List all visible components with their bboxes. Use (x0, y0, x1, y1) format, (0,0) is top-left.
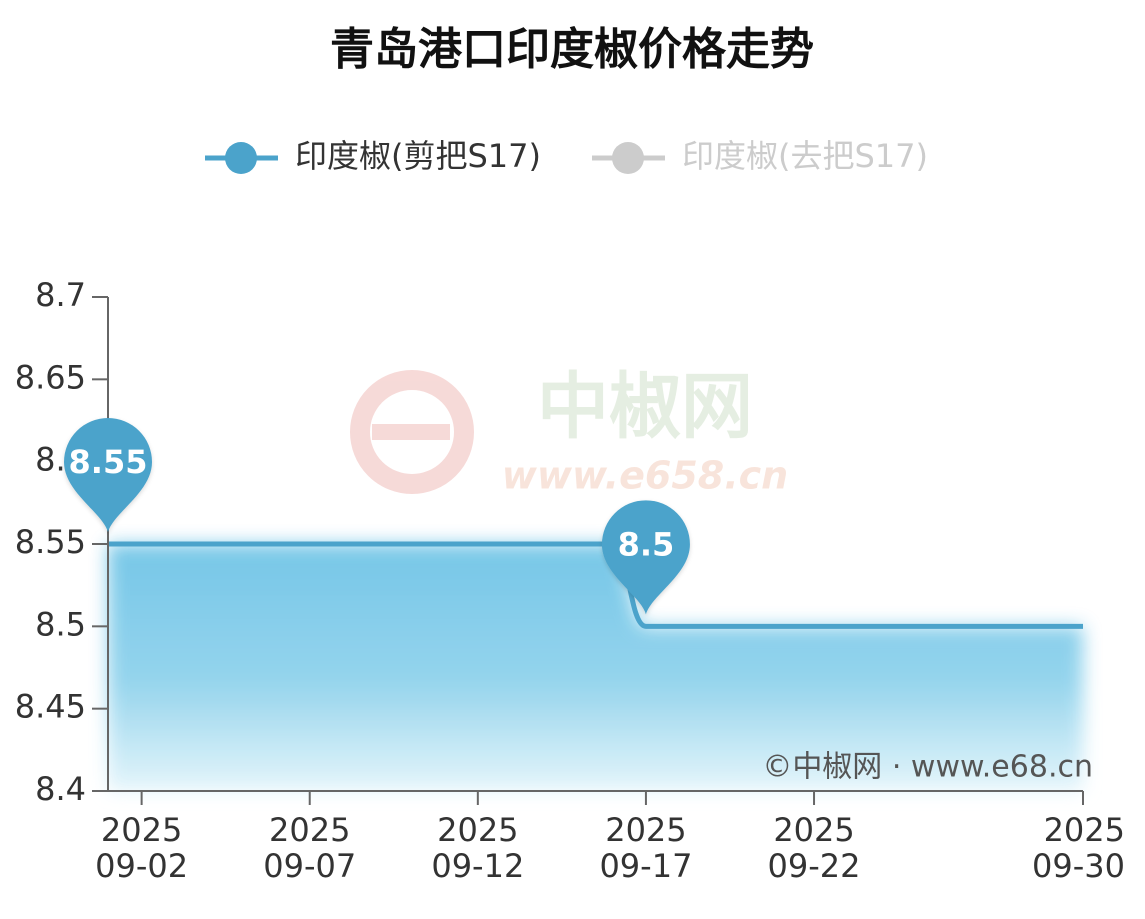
watermark-url: www.e658.cn (502, 454, 788, 498)
x-tick-label: 2025 09-07 (263, 811, 356, 885)
data-label: 8.55 (69, 443, 148, 481)
legend-marker (612, 142, 644, 174)
y-tick-label: 8.65 (15, 358, 86, 396)
y-tick-label: 8.45 (15, 688, 86, 726)
legend-label: 印度椒(剪把S17) (295, 137, 541, 175)
y-tick-label: 8.5 (35, 605, 86, 643)
x-tick-label: 2025 09-30 (1032, 811, 1125, 885)
watermark-name: 中椒网 (537, 365, 753, 449)
area (108, 544, 1083, 791)
plot-area (108, 541, 1084, 791)
credit: ©中椒网 · www.e68.cn (762, 750, 1093, 785)
x-tick-label: 2025 09-22 (768, 811, 861, 885)
y-tick-label: 8.4 (35, 770, 86, 808)
pin (601, 500, 690, 615)
chart-title: 青岛港口印度椒价格走势 (330, 24, 814, 75)
pin (64, 418, 152, 532)
line (108, 541, 1084, 629)
x-tick-label: 2025 09-12 (431, 811, 524, 885)
legend-marker (225, 142, 257, 174)
y-tick-label: 8.55 (15, 523, 86, 561)
watermark: 中椒网 www.e658.cn (350, 365, 788, 498)
legend-label: 印度椒(去把S17) (682, 137, 928, 175)
x-tick-label: 2025 09-02 (95, 811, 188, 885)
data-label: 8.5 (618, 525, 675, 563)
x-tick-label: 2025 09-17 (599, 811, 692, 885)
y-tick-label: 8.7 (35, 276, 86, 314)
